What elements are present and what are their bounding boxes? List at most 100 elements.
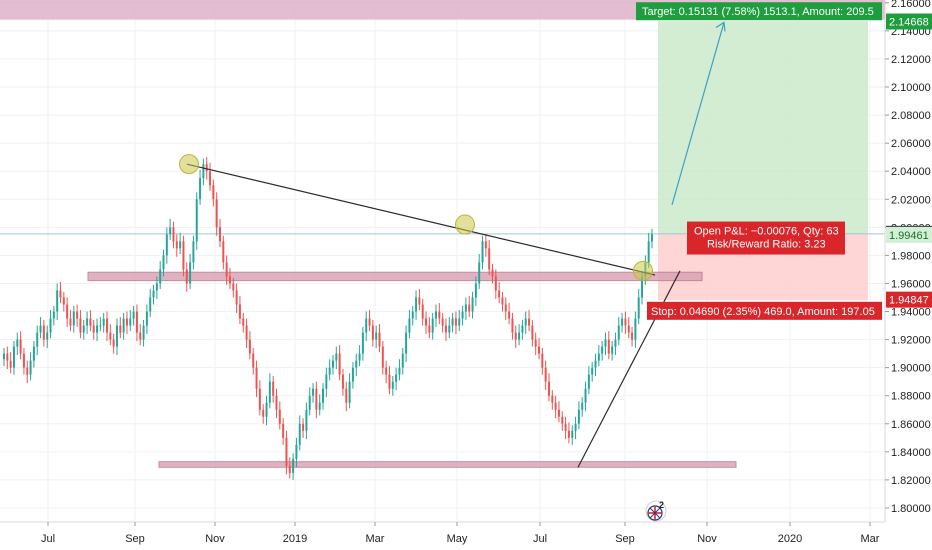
candle-body (46, 332, 49, 340)
candle-body (179, 241, 182, 249)
projection-arrow (671, 22, 725, 206)
candle-body (255, 367, 258, 389)
candle-body (268, 381, 271, 403)
candle-body (371, 325, 374, 340)
candle-body (557, 409, 560, 417)
y-tick-label: 1.80000 (891, 503, 931, 515)
candle-body (288, 465, 291, 473)
y-tick-label: 1.82000 (891, 475, 931, 487)
candle-body (79, 318, 82, 333)
candle-body (597, 353, 600, 361)
candle-body (634, 318, 637, 340)
candle-body (56, 290, 59, 312)
candle-body (378, 332, 381, 347)
y-tick-label: 1.88000 (891, 391, 931, 403)
y-axis[interactable]: 1.80000 1.82000 1.84000 1.86000 1.88000 1.900… (885, 0, 931, 515)
candle-body (165, 234, 168, 256)
support-zone-upper[interactable] (87, 271, 703, 282)
candle-body (26, 367, 29, 375)
candle-body (135, 311, 138, 333)
candle-body (152, 290, 155, 298)
candle-body (42, 325, 45, 340)
candle-body (109, 332, 112, 340)
candle-body (631, 332, 634, 340)
candle-body (621, 318, 624, 326)
candle-body (29, 360, 32, 375)
candle-body (199, 178, 202, 200)
x-axis[interactable]: Jul Sep Nov 2019 Mar May Jul Sep Nov 2020 Mar (41, 522, 880, 545)
candle-body (92, 325, 95, 333)
candle-body (6, 353, 9, 361)
candle-body (365, 318, 368, 333)
candle-body (534, 339, 537, 347)
price-badge (886, 13, 932, 30)
candle-body (69, 318, 72, 326)
candle-body (438, 311, 441, 319)
candle-body (86, 318, 89, 326)
candle-body (501, 297, 504, 305)
candle-body (258, 388, 261, 410)
candle-body (415, 297, 418, 312)
candle-body (308, 395, 311, 410)
candle-body (607, 339, 610, 354)
candle-body (524, 318, 527, 326)
candle-body (591, 367, 594, 375)
candle-body (448, 325, 451, 333)
candle-body (454, 318, 457, 326)
candle-body (547, 381, 550, 396)
candle-body (129, 318, 132, 326)
x-tick-label: Nov (697, 533, 717, 545)
price-badge (886, 291, 932, 308)
candle-body (577, 409, 580, 424)
candle-body (119, 325, 122, 333)
candle-body (391, 381, 394, 389)
candle-body (544, 367, 547, 382)
candle-body (627, 325, 630, 333)
candle-body (169, 227, 172, 235)
candle-body (19, 339, 22, 354)
candle-body (647, 241, 650, 263)
candle-body (335, 353, 338, 361)
candle-body (132, 311, 135, 319)
y-tick-label: 2.08000 (891, 110, 931, 122)
pnl-label-box[interactable]: Open P&L: −0.00076, Qty: 63 Risk/Reward … (687, 221, 845, 255)
candle-body (115, 325, 118, 347)
candle-body (385, 367, 388, 375)
candle-body (275, 395, 278, 410)
candle-body (441, 318, 444, 326)
y-tick-label: 1.92000 (891, 335, 931, 347)
candle-body (491, 269, 494, 277)
candle-body (122, 318, 125, 333)
candle-body (574, 423, 577, 431)
candle-body (96, 325, 99, 333)
support-zone-lower[interactable] (158, 461, 737, 468)
touch-marker (455, 214, 475, 235)
candle-body (488, 248, 491, 270)
candle-body (484, 241, 487, 249)
candle-body (312, 388, 315, 396)
descending-trendline[interactable] (186, 163, 656, 276)
stop-label-box[interactable]: Stop: 0.04690 (2.35%) 469.0, Amount: 197… (647, 301, 882, 320)
y-tick-label: 1.86000 (891, 419, 931, 431)
candle-body (315, 388, 318, 410)
candle-body (551, 395, 554, 403)
news-badge-count: 2 (659, 500, 664, 510)
x-tick-label: 2019 (283, 533, 307, 545)
y-tick-label: 1.96000 (891, 278, 931, 290)
candle-body (248, 339, 251, 354)
candle-body (395, 374, 398, 382)
candle-body (461, 311, 464, 319)
candle-body (36, 332, 39, 347)
candle-body (295, 444, 298, 459)
candle-body (341, 374, 344, 389)
candle-body (358, 353, 361, 361)
news-badge[interactable]: 2 (645, 500, 667, 522)
candle-body (375, 332, 378, 340)
candle-body (189, 262, 192, 284)
touch-marker (179, 154, 199, 175)
candle-body (205, 164, 208, 172)
candle-body (262, 409, 265, 417)
target-label-box[interactable]: Target: 0.15131 (7.58%) 1513.1, Amount: … (636, 2, 882, 21)
